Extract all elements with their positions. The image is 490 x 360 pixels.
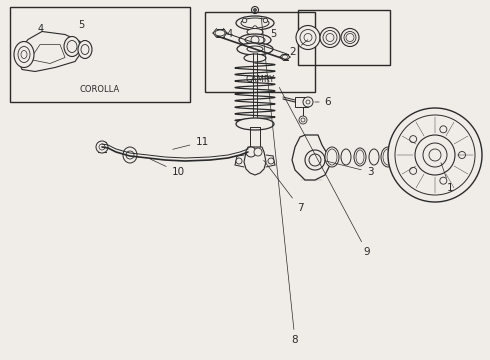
Text: 4: 4: [227, 29, 233, 39]
Ellipse shape: [236, 118, 274, 130]
Circle shape: [309, 154, 321, 166]
Text: 5: 5: [270, 29, 276, 39]
Text: 10: 10: [150, 159, 185, 177]
Text: 2: 2: [290, 40, 308, 57]
Ellipse shape: [354, 148, 366, 166]
Circle shape: [126, 151, 134, 159]
Ellipse shape: [356, 150, 364, 164]
Text: 3: 3: [325, 161, 373, 177]
Ellipse shape: [326, 33, 334, 41]
Ellipse shape: [325, 147, 339, 167]
Circle shape: [96, 141, 108, 153]
Ellipse shape: [282, 55, 288, 59]
Circle shape: [254, 148, 262, 156]
Circle shape: [440, 126, 447, 133]
Polygon shape: [18, 32, 82, 72]
Circle shape: [251, 6, 259, 14]
Text: 9: 9: [279, 87, 370, 257]
Ellipse shape: [247, 28, 263, 36]
Ellipse shape: [245, 36, 265, 44]
Ellipse shape: [215, 30, 225, 36]
Ellipse shape: [397, 150, 407, 164]
Circle shape: [415, 135, 455, 175]
Ellipse shape: [381, 147, 395, 167]
Circle shape: [301, 118, 305, 122]
Polygon shape: [292, 135, 330, 180]
Polygon shape: [244, 147, 266, 175]
Ellipse shape: [244, 54, 266, 62]
Ellipse shape: [323, 31, 337, 45]
Circle shape: [253, 26, 257, 30]
Circle shape: [410, 136, 416, 143]
Ellipse shape: [341, 149, 351, 165]
Text: 7: 7: [264, 160, 303, 213]
Ellipse shape: [344, 32, 356, 44]
Ellipse shape: [239, 34, 271, 46]
Text: 4: 4: [38, 24, 44, 34]
Circle shape: [395, 115, 475, 195]
Ellipse shape: [81, 45, 89, 54]
Circle shape: [268, 158, 274, 164]
Text: 11: 11: [172, 137, 209, 149]
Ellipse shape: [341, 28, 359, 46]
Bar: [298, 10, 390, 65]
Circle shape: [388, 108, 482, 202]
Ellipse shape: [14, 41, 34, 68]
Bar: [10, 7, 190, 102]
Ellipse shape: [236, 16, 274, 30]
Circle shape: [246, 147, 256, 157]
Circle shape: [459, 152, 466, 158]
Circle shape: [243, 18, 247, 23]
Ellipse shape: [67, 41, 77, 53]
Ellipse shape: [18, 46, 30, 63]
Ellipse shape: [369, 149, 379, 165]
Ellipse shape: [320, 27, 340, 48]
Text: COROLLA: COROLLA: [80, 85, 120, 94]
Bar: [205, 12, 315, 92]
Ellipse shape: [412, 150, 420, 164]
Circle shape: [299, 116, 307, 124]
Circle shape: [306, 100, 310, 104]
Circle shape: [253, 9, 256, 12]
Ellipse shape: [123, 147, 137, 163]
Circle shape: [99, 144, 105, 150]
Polygon shape: [30, 45, 65, 63]
Ellipse shape: [296, 26, 320, 50]
Circle shape: [423, 143, 447, 167]
Circle shape: [440, 177, 447, 184]
Ellipse shape: [241, 18, 269, 28]
Circle shape: [236, 158, 242, 164]
Circle shape: [263, 18, 268, 23]
Polygon shape: [295, 97, 308, 107]
Text: 1: 1: [441, 163, 453, 193]
Ellipse shape: [21, 50, 27, 59]
Text: 5: 5: [78, 20, 84, 30]
Circle shape: [305, 150, 325, 170]
Ellipse shape: [300, 30, 316, 45]
Ellipse shape: [247, 46, 263, 52]
Circle shape: [429, 149, 441, 161]
Ellipse shape: [64, 36, 80, 57]
Text: 8: 8: [261, 18, 298, 345]
Text: 6: 6: [315, 97, 331, 107]
Ellipse shape: [78, 41, 92, 59]
Ellipse shape: [383, 149, 393, 165]
Ellipse shape: [237, 43, 273, 55]
Ellipse shape: [304, 33, 312, 41]
Ellipse shape: [346, 33, 354, 41]
Ellipse shape: [410, 148, 422, 166]
Text: CAMRY: CAMRY: [245, 75, 274, 84]
Circle shape: [410, 167, 416, 174]
Circle shape: [251, 36, 259, 44]
Circle shape: [303, 97, 313, 107]
Ellipse shape: [327, 149, 337, 165]
